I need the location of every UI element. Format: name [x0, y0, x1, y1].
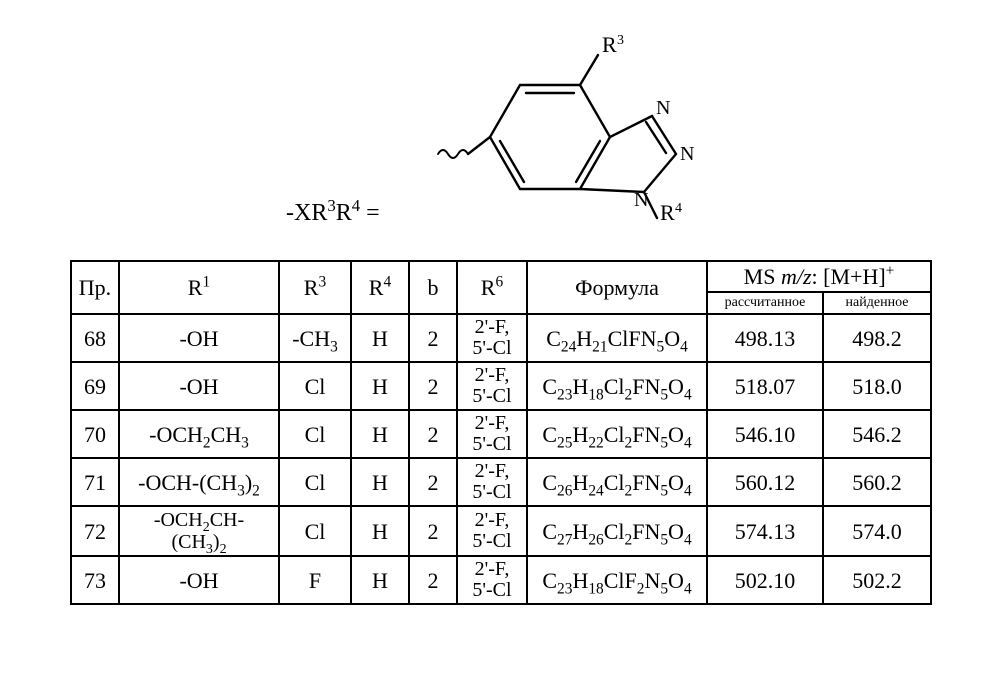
- table-row: 68-OH-CH3H22'-F,5'-ClC24H21ClFN5O4498.13…: [71, 314, 931, 362]
- hdr-ms-found: найденное: [823, 292, 931, 314]
- cell-r6: 2'-F,5'-Cl: [457, 556, 527, 604]
- cell-r4: H: [351, 458, 409, 506]
- cell-calc: 518.07: [707, 362, 823, 410]
- cell-r4: H: [351, 362, 409, 410]
- cell-r4: H: [351, 556, 409, 604]
- cell-calc: 502.10: [707, 556, 823, 604]
- cell-formula: C26H24Cl2FN5O4: [527, 458, 707, 506]
- hdr-ms: MS m/z: [M+H]+: [707, 261, 931, 292]
- label-r3-sup: 3: [617, 33, 624, 48]
- cell-r1: -OH: [119, 362, 279, 410]
- label-n-mid: N: [680, 143, 694, 165]
- cell-b: 2: [409, 506, 457, 556]
- header-row-1: Пр. R1 R3 R4 b R6 Формула MS m/z: [M+H]+: [71, 261, 931, 292]
- chemical-structure: R 3 N N N R 4: [430, 30, 730, 220]
- compound-table: Пр. R1 R3 R4 b R6 Формула MS m/z: [M+H]+…: [70, 260, 932, 605]
- benzotriazole-svg: R 3 N N N R 4: [430, 30, 730, 220]
- cell-r6: 2'-F,5'-Cl: [457, 314, 527, 362]
- hdr-r6: R6: [457, 261, 527, 314]
- cell-pr: 73: [71, 556, 119, 604]
- cell-r3: F: [279, 556, 351, 604]
- cell-b: 2: [409, 410, 457, 458]
- hdr-r3: R3: [279, 261, 351, 314]
- table-row: 71-OCH-(CH3)2ClH22'-F,5'-ClC26H24Cl2FN5O…: [71, 458, 931, 506]
- label-r3-base: R: [602, 32, 617, 57]
- cell-r3: Cl: [279, 410, 351, 458]
- hdr-pr: Пр.: [71, 261, 119, 314]
- cell-calc: 574.13: [707, 506, 823, 556]
- cell-r4: H: [351, 410, 409, 458]
- cell-r4: H: [351, 314, 409, 362]
- cell-r1: -OH: [119, 556, 279, 604]
- cell-found: 498.2: [823, 314, 931, 362]
- cell-b: 2: [409, 314, 457, 362]
- cell-pr: 68: [71, 314, 119, 362]
- cell-r6: 2'-F,5'-Cl: [457, 506, 527, 556]
- cell-r6: 2'-F,5'-Cl: [457, 410, 527, 458]
- cell-r4: H: [351, 506, 409, 556]
- cell-r1: -OCH2CH-(CH3)2: [119, 506, 279, 556]
- hdr-ms-calc: рассчитанное: [707, 292, 823, 314]
- cell-r6: 2'-F,5'-Cl: [457, 458, 527, 506]
- cell-found: 502.2: [823, 556, 931, 604]
- cell-r3: Cl: [279, 506, 351, 556]
- cell-r3: Cl: [279, 458, 351, 506]
- cell-pr: 70: [71, 410, 119, 458]
- label-r4-base: R: [660, 200, 675, 220]
- cell-formula: C25H22Cl2FN5O4: [527, 410, 707, 458]
- cell-found: 546.2: [823, 410, 931, 458]
- label-n-top: N: [656, 97, 670, 119]
- cell-r1: -OCH-(CH3)2: [119, 458, 279, 506]
- cell-found: 560.2: [823, 458, 931, 506]
- cell-formula: C23H18ClF2N5O4: [527, 556, 707, 604]
- cell-b: 2: [409, 556, 457, 604]
- cell-formula: C23H18Cl2FN5O4: [527, 362, 707, 410]
- page-root: R 3 N N N R 4 -XR3R4 = Пр. R1 R3 R4 b: [0, 0, 999, 696]
- cell-r3: Cl: [279, 362, 351, 410]
- hdr-b: b: [409, 261, 457, 314]
- cell-r1: -OCH2CH3: [119, 410, 279, 458]
- cell-formula: C27H26Cl2FN5O4: [527, 506, 707, 556]
- label-n-bot: N: [634, 189, 648, 211]
- cell-found: 518.0: [823, 362, 931, 410]
- cell-b: 2: [409, 362, 457, 410]
- cell-calc: 498.13: [707, 314, 823, 362]
- cell-r6: 2'-F,5'-Cl: [457, 362, 527, 410]
- lhs-expression: -XR3R4 =: [286, 200, 380, 227]
- table-row: 72-OCH2CH-(CH3)2ClH22'-F,5'-ClC27H26Cl2F…: [71, 506, 931, 556]
- cell-calc: 560.12: [707, 458, 823, 506]
- structure-area: R 3 N N N R 4 -XR3R4 =: [70, 30, 929, 260]
- cell-found: 574.0: [823, 506, 931, 556]
- table-row: 70-OCH2CH3ClH22'-F,5'-ClC25H22Cl2FN5O454…: [71, 410, 931, 458]
- cell-pr: 72: [71, 506, 119, 556]
- cell-formula: C24H21ClFN5O4: [527, 314, 707, 362]
- cell-r1: -OH: [119, 314, 279, 362]
- cell-b: 2: [409, 458, 457, 506]
- table-body: 68-OH-CH3H22'-F,5'-ClC24H21ClFN5O4498.13…: [71, 314, 931, 604]
- table-head: Пр. R1 R3 R4 b R6 Формула MS m/z: [M+H]+…: [71, 261, 931, 314]
- cell-pr: 69: [71, 362, 119, 410]
- table-row: 69-OHClH22'-F,5'-ClC23H18Cl2FN5O4518.075…: [71, 362, 931, 410]
- table-row: 73-OHFH22'-F,5'-ClC23H18ClF2N5O4502.1050…: [71, 556, 931, 604]
- hdr-r4: R4: [351, 261, 409, 314]
- cell-calc: 546.10: [707, 410, 823, 458]
- hdr-formula: Формула: [527, 261, 707, 314]
- hdr-r1: R1: [119, 261, 279, 314]
- cell-r3: -CH3: [279, 314, 351, 362]
- cell-pr: 71: [71, 458, 119, 506]
- label-r4-sup: 4: [675, 201, 682, 216]
